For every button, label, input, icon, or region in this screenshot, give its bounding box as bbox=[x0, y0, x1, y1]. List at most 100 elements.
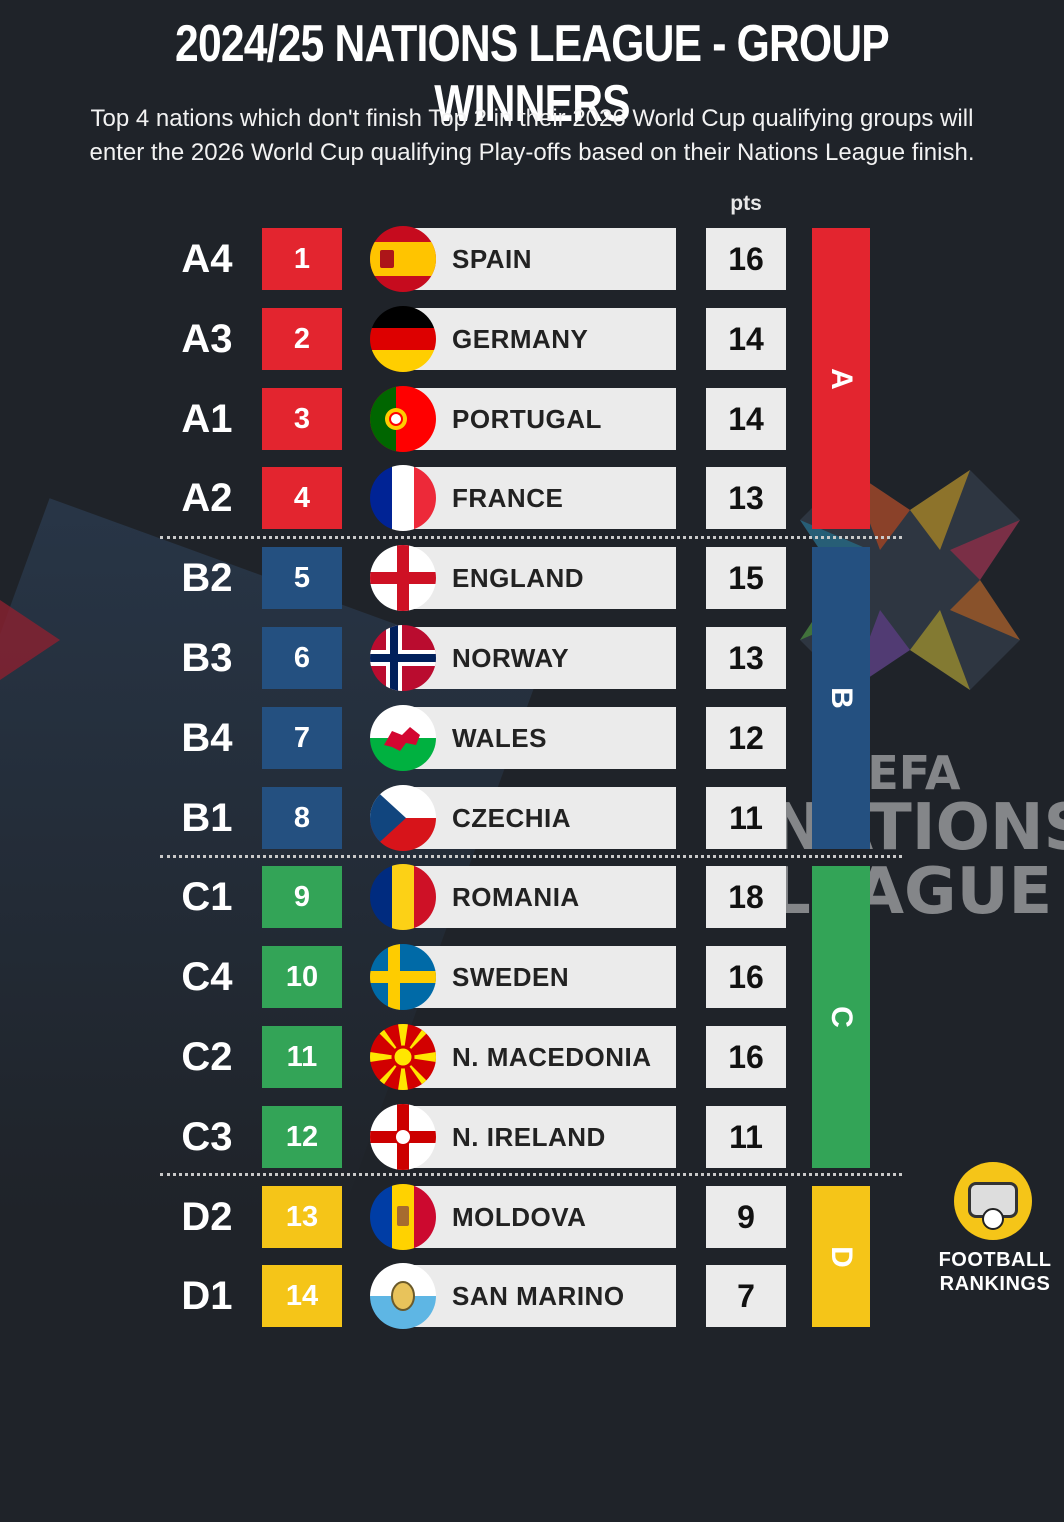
background-red-shape bbox=[0, 600, 60, 680]
country-bar bbox=[400, 1186, 676, 1248]
country-name: NORWAY bbox=[452, 643, 570, 673]
group-label: B1 bbox=[181, 796, 233, 840]
country-bar bbox=[400, 946, 676, 1008]
group-label: D1 bbox=[181, 1274, 233, 1318]
group-label: A2 bbox=[181, 476, 233, 520]
france-flag-icon bbox=[370, 465, 436, 531]
rank-badge: 7 bbox=[262, 707, 342, 769]
rank-badge: 4 bbox=[262, 467, 342, 529]
country-bar bbox=[400, 627, 676, 689]
league-band-d: D bbox=[812, 1186, 870, 1327]
table-row: C2 11 N. MACEDONIA 16 bbox=[0, 1024, 1064, 1090]
page-subtitle: Top 4 nations which don't finish Top 2 i… bbox=[89, 105, 975, 166]
group-label: B3 bbox=[181, 636, 233, 680]
country-bar bbox=[400, 1265, 676, 1327]
table-row: A3 2 GERMANY 14 bbox=[0, 306, 1064, 372]
points-value: 14 bbox=[706, 308, 786, 370]
table-row: A1 3 PORTUGAL 14 bbox=[0, 386, 1064, 452]
country-name: ENGLAND bbox=[452, 563, 585, 593]
points-value: 18 bbox=[706, 866, 786, 928]
group-label: D2 bbox=[181, 1195, 233, 1239]
country-bar bbox=[400, 1026, 676, 1088]
points-value: 16 bbox=[706, 228, 786, 290]
country-name: N. MACEDONIA bbox=[452, 1042, 652, 1072]
league-band-b: B bbox=[812, 547, 870, 849]
country-name: ROMANIA bbox=[452, 882, 580, 912]
points-value: 15 bbox=[706, 547, 786, 609]
moldova-flag-icon bbox=[370, 1184, 436, 1250]
country-name: WALES bbox=[452, 723, 547, 753]
points-value: 14 bbox=[706, 388, 786, 450]
rank-badge: 3 bbox=[262, 388, 342, 450]
group-label: A1 bbox=[181, 397, 233, 441]
country-name: PORTUGAL bbox=[452, 404, 602, 434]
table-row: C3 12 N. IRELAND 11 bbox=[0, 1104, 1064, 1170]
rank-badge: 12 bbox=[262, 1106, 342, 1168]
points-value: 11 bbox=[706, 1106, 786, 1168]
points-value: 7 bbox=[706, 1265, 786, 1327]
northern-ireland-flag-icon bbox=[370, 1104, 436, 1170]
table-row: B3 6 NORWAY 13 bbox=[0, 625, 1064, 691]
country-bar bbox=[400, 547, 676, 609]
football-rankings-logo-icon bbox=[954, 1162, 1032, 1240]
germany-flag-icon bbox=[370, 306, 436, 372]
rank-badge: 11 bbox=[262, 1026, 342, 1088]
table-row: A2 4 FRANCE 13 bbox=[0, 465, 1064, 531]
country-name: SWEDEN bbox=[452, 962, 570, 992]
country-name: GERMANY bbox=[452, 324, 589, 354]
country-bar bbox=[400, 787, 676, 849]
czechia-flag-icon bbox=[370, 785, 436, 851]
sweden-flag-icon bbox=[370, 944, 436, 1010]
group-label: B4 bbox=[181, 716, 233, 760]
romania-flag-icon bbox=[370, 864, 436, 930]
rank-badge: 14 bbox=[262, 1265, 342, 1327]
country-name: SPAIN bbox=[452, 244, 533, 274]
group-label: C4 bbox=[181, 955, 233, 999]
north-macedonia-flag-icon bbox=[370, 1024, 436, 1090]
page-title: 2024/25 NATIONS LEAGUE - GROUP WINNERS bbox=[175, 15, 890, 133]
table-row: A4 1 SPAIN 16 bbox=[0, 226, 1064, 292]
table-row: C4 10 SWEDEN 16 bbox=[0, 944, 1064, 1010]
divider-c-d bbox=[160, 1173, 902, 1176]
divider-b-c bbox=[160, 855, 902, 858]
table-row: B4 7 WALES 12 bbox=[0, 705, 1064, 771]
points-value: 12 bbox=[706, 707, 786, 769]
wales-flag-icon bbox=[370, 705, 436, 771]
brand-name: FOOTBALL RANKINGS bbox=[938, 1249, 1052, 1295]
norway-flag-icon bbox=[370, 625, 436, 691]
league-band-a: A bbox=[812, 228, 870, 529]
league-label: B bbox=[825, 687, 858, 709]
country-bar bbox=[400, 388, 676, 450]
rank-badge: 10 bbox=[262, 946, 342, 1008]
points-value: 11 bbox=[706, 787, 786, 849]
table-row: B1 8 CZECHIA 11 bbox=[0, 785, 1064, 851]
group-label: B2 bbox=[181, 556, 233, 600]
group-label: C1 bbox=[181, 875, 233, 919]
league-label: D bbox=[825, 1245, 858, 1268]
country-bar bbox=[400, 866, 676, 928]
country-name: CZECHIA bbox=[452, 803, 572, 833]
rank-badge: 1 bbox=[262, 228, 342, 290]
country-name: N. IRELAND bbox=[452, 1122, 606, 1152]
table-row: B2 5 ENGLAND 15 bbox=[0, 545, 1064, 611]
league-band-c: C bbox=[812, 866, 870, 1168]
table-row: D2 13 MOLDOVA 9 bbox=[0, 1184, 1064, 1250]
country-bar bbox=[400, 467, 676, 529]
divider-a-b bbox=[160, 536, 902, 539]
points-value: 9 bbox=[706, 1186, 786, 1248]
table-row: D1 14 SAN MARINO 7 bbox=[0, 1263, 1064, 1329]
league-label: C bbox=[825, 1006, 858, 1028]
group-label: A3 bbox=[181, 317, 233, 361]
rank-badge: 2 bbox=[262, 308, 342, 370]
points-value: 16 bbox=[706, 946, 786, 1008]
country-name: FRANCE bbox=[452, 483, 564, 513]
country-name: SAN MARINO bbox=[452, 1281, 625, 1311]
england-flag-icon bbox=[370, 545, 436, 611]
group-label: C3 bbox=[181, 1115, 233, 1159]
points-column-header: pts bbox=[730, 192, 762, 215]
points-value: 16 bbox=[706, 1026, 786, 1088]
rank-badge: 8 bbox=[262, 787, 342, 849]
league-label: A bbox=[825, 367, 858, 390]
spain-flag-icon bbox=[370, 226, 436, 292]
country-name: MOLDOVA bbox=[452, 1202, 587, 1232]
